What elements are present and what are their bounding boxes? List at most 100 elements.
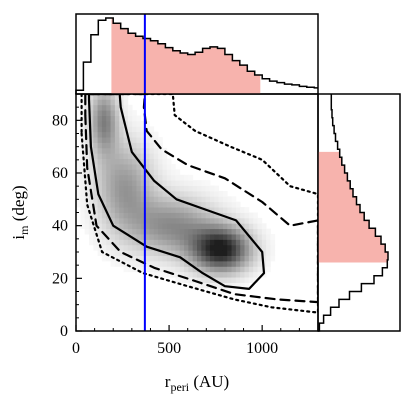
heatmap-cell [188,234,194,240]
heatmap-cell [114,142,120,149]
heatmap-cell [158,271,163,278]
heatmap-cell [218,244,224,251]
heatmap-cell [205,250,211,256]
heatmap-cell [214,196,220,203]
heatmap-cell [257,228,263,235]
heatmap-cell [205,217,211,224]
heatmap-cell [171,228,176,235]
heatmap-cell [188,266,194,273]
heatmap-cell [140,137,146,143]
heatmap-cell [93,142,99,149]
heatmap-cell [162,255,168,262]
heatmap-cell [158,212,163,219]
heatmap-cell [188,244,194,251]
heatmap-cell [88,234,94,240]
heatmap-cell [123,104,129,111]
heatmap-cell [192,212,198,219]
heatmap-cell [175,271,181,278]
heatmap-cell [97,147,103,154]
heatmap-cell [209,266,215,273]
heatmap-cell [97,126,103,133]
heatmap-cell [93,158,99,165]
heatmap-cell [231,212,237,219]
heatmap-cell [197,239,202,246]
heatmap-cell [119,250,124,256]
heatmap-cell [132,174,137,181]
heatmap-cell [140,266,146,273]
heatmap-cell [197,207,202,213]
heatmap-cell [110,250,116,256]
heatmap-cell [149,126,155,133]
heatmap-cell [261,255,267,262]
heatmap-cell [197,185,202,192]
heatmap-cell [101,217,107,224]
heatmap-cell [88,239,94,246]
heatmap-cell [257,239,263,246]
heatmap-cell [253,277,258,283]
heatmap-cell [162,201,168,208]
heatmap-cell [184,239,189,246]
heatmap-cell [235,260,241,267]
heatmap-cell [231,250,237,256]
heatmap-cell [218,234,224,240]
y-tick-label: 80 [52,112,68,129]
heatmap-cell [106,94,111,100]
heatmap-cell [214,255,220,262]
heatmap-cell [235,207,241,213]
heatmap-cell [175,169,181,176]
heatmap-cell [192,180,198,186]
heatmap-cell [97,131,103,138]
heatmap-cell [88,180,94,186]
heatmap-cell [179,174,185,181]
heatmap-cell [132,110,137,116]
heatmap-cell [140,180,146,186]
heatmap-cell [235,223,241,230]
heatmap-cell [136,185,142,192]
heatmap-cell [101,174,107,181]
heatmap-cell [179,212,185,219]
heatmap-cell [80,217,86,224]
heatmap-cell [240,282,245,289]
heatmap-cell [235,266,241,273]
heatmap-cell [88,217,94,224]
heatmap-cell [218,217,224,224]
heatmap-cell [227,266,232,273]
heatmap-cell [97,174,103,181]
heatmap-cell [240,244,245,251]
heatmap-cell [188,174,194,181]
heatmap-cell [231,277,237,283]
heatmap-cell [153,174,159,181]
heatmap-cell [184,212,189,219]
heatmap-cell [214,239,220,246]
heatmap-cell [123,174,129,181]
heatmap-cell [114,94,120,100]
heatmap-cell [110,120,116,127]
heatmap-cell [153,190,159,197]
heatmap-cell [205,196,211,203]
heatmap-cell [123,255,129,262]
heatmap-cell [218,239,224,246]
heatmap-cell [162,190,168,197]
heatmap-cell [240,266,245,273]
heatmap-cell [93,131,99,138]
heatmap-cell [80,94,86,100]
heatmap-cell [218,287,224,294]
heatmap-cell [244,239,250,246]
heatmap-cell [184,196,189,203]
heatmap-cell [127,180,133,186]
heatmap-cell [166,271,172,278]
heatmap-cell [166,169,172,176]
contour-solid [87,94,266,290]
heatmap-cell [136,223,142,230]
heatmap-cell [266,260,271,267]
heatmap-cell [214,207,220,213]
heatmap-cell [97,217,103,224]
heatmap-cell [227,201,232,208]
heatmap-cell [127,115,133,122]
heatmap-cell [209,255,215,262]
heatmap-cell [140,212,146,219]
heatmap-cell [266,266,271,273]
heatmap-cell [153,137,159,143]
heatmap-cell [188,196,194,203]
heatmap-cell [158,196,163,203]
